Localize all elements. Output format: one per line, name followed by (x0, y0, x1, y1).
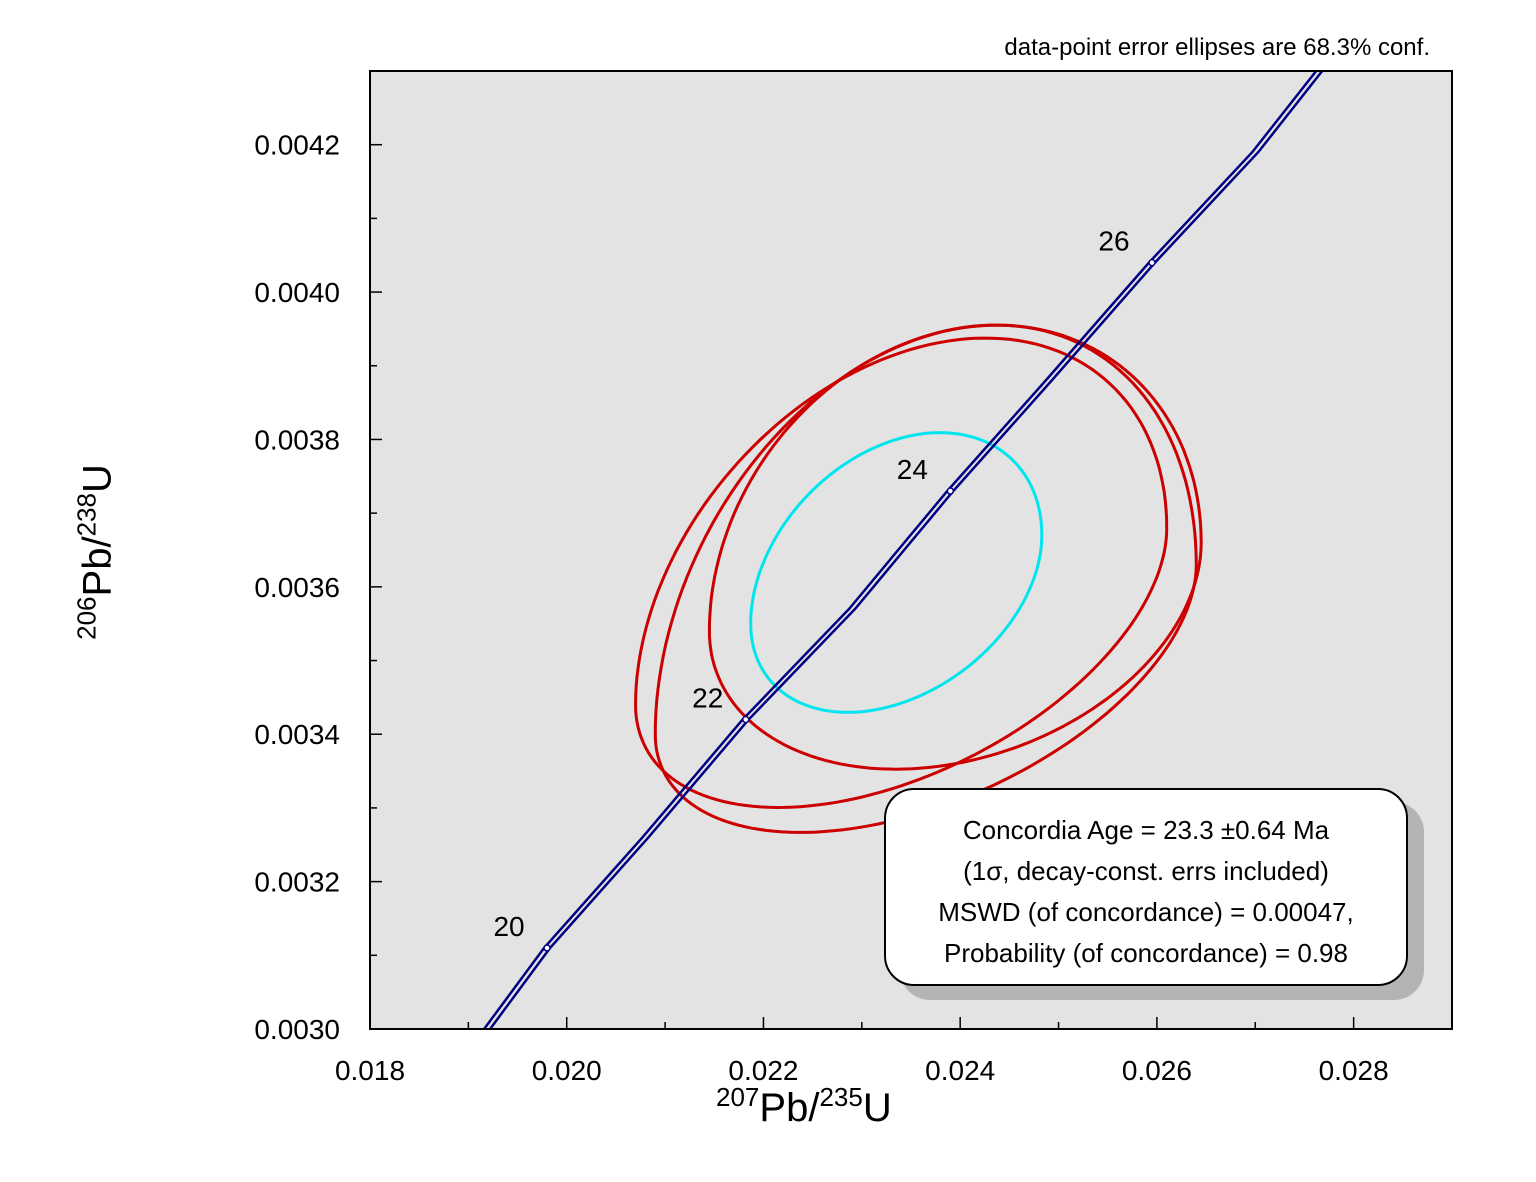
y-axis-title-main1: Pb/ (75, 536, 120, 597)
age-line: Concordia Age = 23.3 ±0.64 Ma (962, 815, 1330, 845)
error-ellipse-3 (707, 323, 1203, 771)
age-label-22: 22 (692, 682, 723, 713)
age-marker-24 (946, 487, 955, 495)
y-tick-label-0.0038: 0.0038 (254, 424, 340, 455)
age-marker-22 (741, 715, 750, 724)
y-tick-label-0.0040: 0.0040 (254, 277, 340, 308)
plot-frame (369, 70, 1453, 1030)
y-axis-title-sup1: 206 (71, 596, 102, 640)
y-axis-title: 206Pb/238U (72, 464, 121, 640)
x-axis-title: 207Pb/235U (716, 1082, 892, 1131)
age-marker-26 (1148, 258, 1156, 267)
x-tick-label-0.024: 0.024 (925, 1055, 995, 1086)
y-tick-label-0.0036: 0.0036 (254, 572, 340, 603)
x-axis-title-sup2: 235 (819, 1082, 863, 1112)
x-tick-label-0.028: 0.028 (1319, 1055, 1389, 1086)
confidence-note: data-point error ellipses are 68.3% conf… (1004, 34, 1430, 61)
y-axis-title-main2: U (75, 464, 120, 494)
age-label-24: 24 (897, 454, 928, 485)
age-marker-20 (543, 944, 551, 952)
x-tick-label-0.020: 0.020 (532, 1055, 602, 1086)
x-tick-label-0.018: 0.018 (335, 1055, 405, 1086)
plot-content: 20 22 24 26 (483, 71, 1324, 1029)
concordia-band-left (483, 71, 1318, 1029)
probability-line: Probability (of concordance) = 0.98 (944, 938, 1348, 968)
y-tick-label-0.0034: 0.0034 (254, 719, 340, 750)
mswd-line: MSWD (of concordance) = 0.00047, (938, 897, 1354, 927)
concordia-band-right (489, 71, 1324, 1029)
y-axis-title-sup2: 238 (71, 493, 102, 537)
sigma-line: (1σ, decay-const. errs included) (963, 856, 1329, 886)
x-axis-title-main1: Pb/ (759, 1086, 820, 1130)
error-ellipse-2 (634, 336, 1169, 810)
x-tick-label-0.026: 0.026 (1122, 1055, 1192, 1086)
x-axis-title-sup1: 207 (716, 1082, 760, 1112)
y-tick-label-0.0042: 0.0042 (254, 130, 340, 161)
x-axis-title-main2: U (862, 1086, 892, 1130)
y-tick-label-0.0032: 0.0032 (254, 867, 340, 898)
error-ellipse-4 (749, 431, 1044, 714)
age-label-20: 20 (493, 911, 524, 942)
concordia-age-box: Concordia Age = 23.3 ±0.64 Ma (1σ, decay… (884, 788, 1408, 986)
y-tick-label-0.0030: 0.0030 (254, 1014, 340, 1045)
x-tick-label-0.022: 0.022 (728, 1055, 798, 1086)
age-label-26: 26 (1098, 226, 1129, 257)
